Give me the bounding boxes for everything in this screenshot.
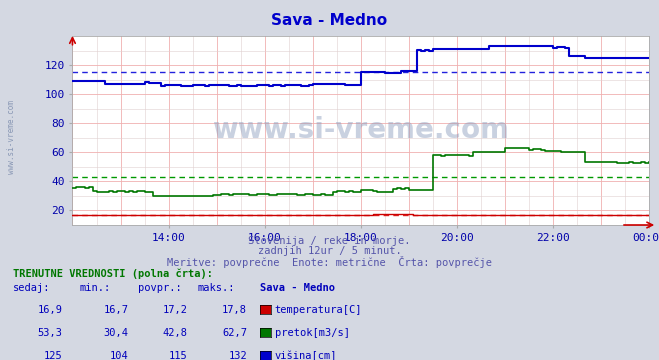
Text: maks.:: maks.: [198,283,235,293]
Text: sedaj:: sedaj: [13,283,51,293]
Text: 132: 132 [229,351,247,360]
Text: 16,7: 16,7 [103,305,129,315]
Text: zadnjih 12ur / 5 minut.: zadnjih 12ur / 5 minut. [258,246,401,256]
Text: 53,3: 53,3 [38,328,63,338]
Text: Slovenija / reke in morje.: Slovenija / reke in morje. [248,236,411,246]
Text: Sava - Medno: Sava - Medno [260,283,335,293]
Text: min.:: min.: [79,283,110,293]
Text: 42,8: 42,8 [163,328,188,338]
Text: 16,9: 16,9 [38,305,63,315]
Text: temperatura[C]: temperatura[C] [275,305,362,315]
Text: 30,4: 30,4 [103,328,129,338]
Text: www.si-vreme.com: www.si-vreme.com [212,117,509,144]
Text: 115: 115 [169,351,188,360]
Text: 17,2: 17,2 [163,305,188,315]
Text: 17,8: 17,8 [222,305,247,315]
Text: 125: 125 [44,351,63,360]
Text: www.si-vreme.com: www.si-vreme.com [7,100,16,174]
Text: povpr.:: povpr.: [138,283,182,293]
Text: TRENUTNE VREDNOSTI (polna črta):: TRENUTNE VREDNOSTI (polna črta): [13,268,213,279]
Text: višina[cm]: višina[cm] [275,351,337,360]
Text: Sava - Medno: Sava - Medno [272,13,387,28]
Text: 62,7: 62,7 [222,328,247,338]
Text: 104: 104 [110,351,129,360]
Text: pretok[m3/s]: pretok[m3/s] [275,328,350,338]
Text: Meritve: povprečne  Enote: metrične  Črta: povprečje: Meritve: povprečne Enote: metrične Črta:… [167,256,492,267]
